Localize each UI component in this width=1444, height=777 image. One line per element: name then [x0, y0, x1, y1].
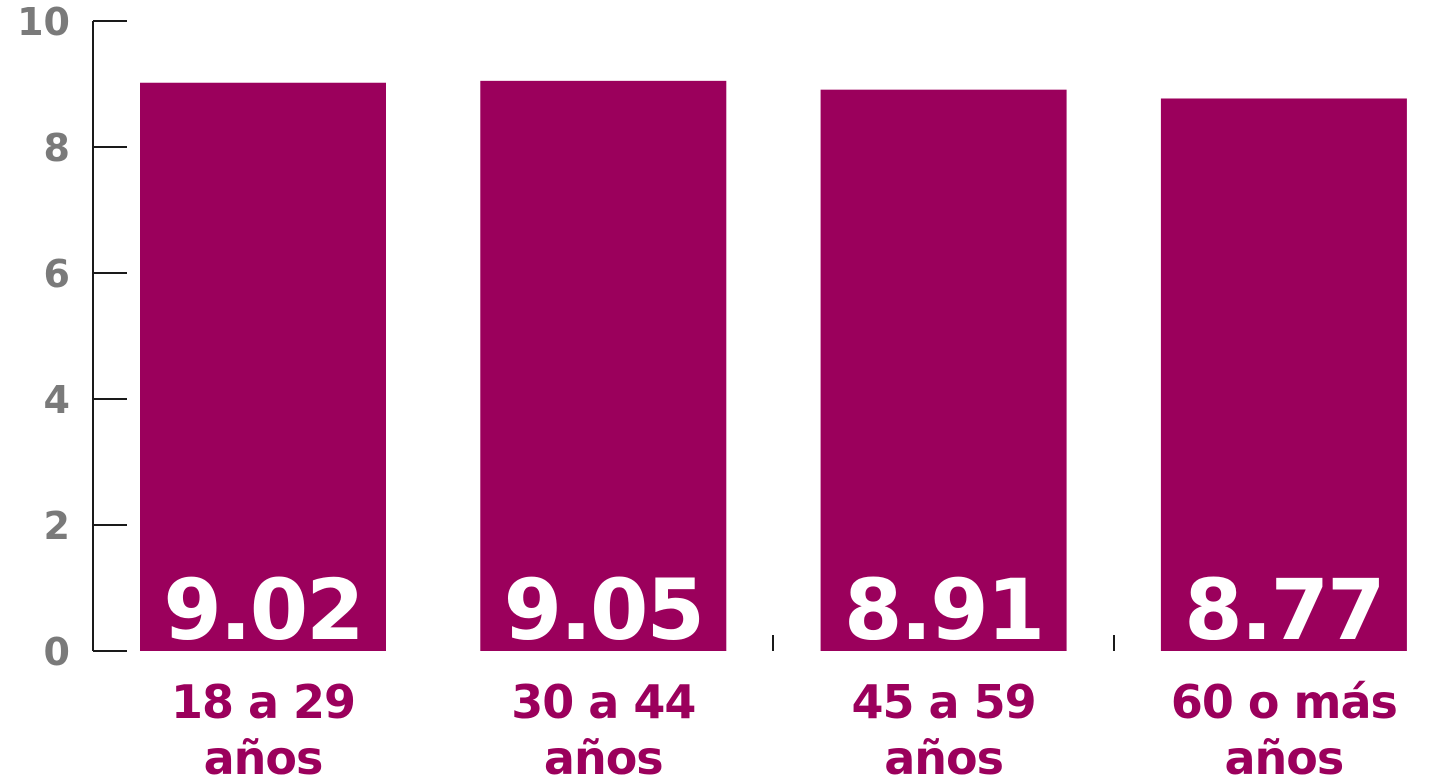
bar-value-label: 9.02 [163, 561, 362, 659]
bar-value-label: 9.05 [504, 561, 703, 659]
y-tick-label: 2 [44, 504, 70, 548]
bar [1160, 98, 1407, 652]
y-tick-label: 8 [44, 126, 70, 170]
y-tick-label: 0 [44, 630, 70, 674]
category-label: años [204, 731, 323, 777]
bars [140, 80, 1407, 652]
y-tick-label: 4 [44, 378, 70, 422]
category-label: años [1225, 731, 1344, 777]
bar-value-label: 8.77 [1184, 561, 1383, 659]
category-label: 18 a 29 [171, 675, 355, 729]
category-label: 30 a 44 [511, 675, 695, 729]
value-labels: 9.02 9.05 8.91 8.77 [163, 561, 1385, 659]
bar [820, 89, 1067, 652]
category-label: 60 o más [1171, 675, 1397, 729]
category-label: años [884, 731, 1003, 777]
category-label: 45 a 59 [852, 675, 1036, 729]
bar-value-label: 8.91 [844, 561, 1043, 659]
bar [480, 80, 727, 652]
bar [140, 82, 386, 652]
y-axis: 0 2 4 6 8 10 [17, 0, 1115, 674]
y-tick-label: 6 [44, 252, 70, 296]
y-tick-label: 10 [17, 0, 70, 44]
category-label: años [544, 731, 663, 777]
